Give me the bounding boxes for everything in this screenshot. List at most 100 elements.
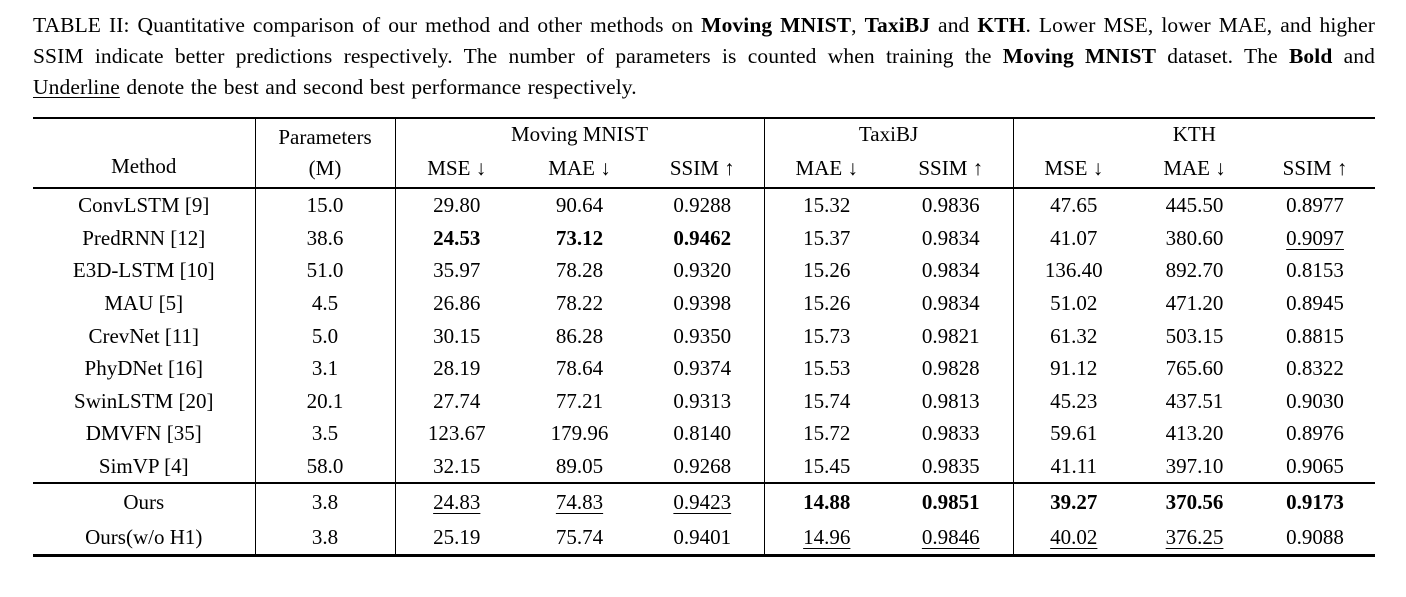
metric-value-cell-text: 380.60 xyxy=(1165,225,1224,250)
metric-value-cell-text: 41.11 xyxy=(1050,453,1098,478)
metric-value-cell-text: 78.28 xyxy=(555,258,604,283)
table-row: PhyDNet [16] 3.1 28.19 78.64 0.9374 15.53 0.98… xyxy=(33,351,1375,385)
caption-segment: , xyxy=(851,13,865,37)
caption-segment: . Lower MSE, lower MAE, and higher SSIM … xyxy=(33,13,1376,68)
metric-value-cell: 78.64 xyxy=(518,352,641,385)
table-row: MAU [5] 4.5 26.86 78.22 0.9398 15.26 0.9834 51.… xyxy=(33,286,1375,320)
method-cell-text: PhyDNet [16] xyxy=(84,356,203,381)
metric-value-cell-text: 14.96 xyxy=(803,524,851,549)
metric-value-cell-text: 0.9374 xyxy=(673,356,732,381)
metric-value-cell-text: 35.97 xyxy=(433,258,481,283)
metric-value-cell-text: 27.74 xyxy=(433,388,481,413)
method-cell-text: SimVP [4] xyxy=(98,453,189,478)
parameters-cell: 3.5 xyxy=(255,417,396,450)
metric-value-cell-text: 0.9836 xyxy=(921,193,980,218)
metric-value-cell: 0.9374 xyxy=(641,351,765,385)
metric-value-cell-text: 0.9821 xyxy=(921,323,980,348)
caption-segment: TaxiBJ xyxy=(864,13,931,37)
table-body-methods: ConvLSTM [9] 15.0 29.80 90.64 0.9288 15.32 0.9… xyxy=(33,188,1375,484)
metric-value-cell: 0.9813 xyxy=(889,384,1014,418)
metric-value-cell: 0.9173 xyxy=(1255,483,1375,519)
metric-value-cell: 0.9065 xyxy=(1255,450,1375,484)
metric-value-cell-text: 59.61 xyxy=(1050,421,1098,446)
metric-value-cell: 0.9398 xyxy=(641,286,765,320)
parameters-label: Parameters xyxy=(278,125,372,149)
metric-value-cell: 0.8815 xyxy=(1255,319,1375,352)
metric-value-cell-text: 14.88 xyxy=(803,489,851,514)
method-cell-text: PredRNN [12] xyxy=(82,225,206,250)
parameters-cell: 38.6 xyxy=(255,221,396,255)
method-cell-text: E3D-LSTM [10] xyxy=(72,258,215,283)
metric-value-cell: 86.28 xyxy=(518,319,641,352)
metric-value-cell: 0.9835 xyxy=(889,449,1014,484)
metric-value-cell-text: 0.9350 xyxy=(673,323,732,348)
metric-value-cell-text: 29.80 xyxy=(433,193,481,218)
method-cell-text: CrevNet [11] xyxy=(88,323,200,348)
header-group-row: Method Parameters (M) Moving MNIST TaxiB… xyxy=(33,118,1375,188)
metric-value-cell-text: 15.53 xyxy=(803,356,851,381)
metric-value-cell: 90.64 xyxy=(518,188,641,222)
metric-value-cell-text: 0.9833 xyxy=(921,421,980,446)
metric-value-cell: 503.15 xyxy=(1134,319,1255,352)
metric-value-cell-text: 24.53 xyxy=(433,225,481,250)
metric-value-cell-text: 61.32 xyxy=(1050,323,1098,348)
metric-value-cell-text: 0.8976 xyxy=(1286,421,1344,446)
parameters-cell-text: 20.1 xyxy=(306,388,344,413)
metric-value-cell-text: 15.45 xyxy=(803,453,851,478)
metric-value-cell: 26.86 xyxy=(395,287,518,320)
metric-value-cell-text: 39.27 xyxy=(1050,489,1098,514)
metric-value-cell: 30.15 xyxy=(395,319,518,352)
method-cell-text: SwinLSTM [20] xyxy=(74,388,214,413)
table-row: E3D-LSTM [10] 51.0 35.97 78.28 0.9320 15.26 0.… xyxy=(33,254,1375,287)
table-row: ConvLSTM [9] 15.0 29.80 90.64 0.9288 15.32 0.9… xyxy=(33,188,1375,222)
metric-value-cell: 78.28 xyxy=(518,254,641,287)
caption-segment: and xyxy=(930,13,978,37)
metric-value-cell-text: 0.9828 xyxy=(921,356,980,381)
metric-value-cell-text: 0.9834 xyxy=(921,258,980,283)
metric-header-mmnist-ssim: SSIM ↑ xyxy=(641,150,765,188)
parameters-column-header: Parameters (M) xyxy=(255,118,396,188)
metric-value-cell: 0.9313 xyxy=(641,384,765,418)
method-cell: DMVFN [35] xyxy=(33,417,256,450)
metric-value-cell: 0.9834 xyxy=(889,286,1014,320)
metric-value-cell-text: 86.28 xyxy=(555,323,604,348)
metric-value-cell: 0.9401 xyxy=(641,519,765,556)
metric-value-cell: 15.72 xyxy=(764,417,889,450)
parameters-cell: 51.0 xyxy=(255,254,396,287)
metric-header-kth-mse: MSE ↓ xyxy=(1044,156,1104,181)
method-cell: ConvLSTM [9] xyxy=(33,188,256,222)
metric-value-cell-text: 471.20 xyxy=(1165,291,1224,315)
metric-value-cell: 380.60 xyxy=(1134,222,1255,255)
table-row: PredRNN [12] 38.6 24.53 73.12 0.9462 15.37 0.9… xyxy=(33,221,1375,255)
group-header-taxibj: TaxiBJ xyxy=(764,118,1014,150)
metric-header-taxibj-ssim: SSIM ↑ xyxy=(889,150,1014,188)
metric-value-cell: 437.51 xyxy=(1134,385,1255,418)
metric-value-cell-text: 15.73 xyxy=(803,323,851,348)
header-metric-row: MSE ↓ MAE ↓ SSIM ↑ MAE ↓ SSIM ↑ MSE ↓ MA… xyxy=(33,150,1375,188)
metric-value-cell: 0.9423 xyxy=(641,483,765,520)
metric-value-cell: 14.96 xyxy=(764,519,889,556)
table-row: DMVFN [35] 3.5 123.67 179.96 0.8140 15.72 0.98… xyxy=(33,417,1375,450)
metric-header-kth-ssim: SSIM ↑ xyxy=(1282,156,1348,181)
parameters-cell: 15.0 xyxy=(255,188,396,222)
metric-value-cell-text: 397.10 xyxy=(1165,453,1224,478)
metric-value-cell: 15.32 xyxy=(764,188,889,222)
metric-header-mmnist-mse: MSE ↓ xyxy=(427,156,487,181)
parameters-cell-text: 58.0 xyxy=(306,453,344,478)
metric-value-cell-text: 91.12 xyxy=(1050,356,1098,381)
metric-value-cell: 0.8976 xyxy=(1255,417,1375,450)
metric-value-cell: 370.56 xyxy=(1134,483,1255,519)
metric-value-cell-text: 503.15 xyxy=(1165,323,1224,348)
metric-value-cell-text: 15.74 xyxy=(803,388,851,413)
metric-value-cell: 35.97 xyxy=(395,254,518,287)
method-cell-text: DMVFN [35] xyxy=(85,421,202,446)
metric-value-cell: 0.9851 xyxy=(889,483,1014,520)
parameters-cell: 20.1 xyxy=(255,384,396,418)
metric-value-cell-text: 0.8977 xyxy=(1286,193,1344,218)
metric-value-cell-text: 0.8140 xyxy=(673,421,732,446)
table-row: Ours(w/o H1) 3.8 25.19 75.74 0.9401 14.96 0.98… xyxy=(33,519,1375,556)
metric-value-cell: 765.60 xyxy=(1134,352,1255,385)
parameters-cell-text: 3.5 xyxy=(311,421,339,446)
metric-value-cell: 61.32 xyxy=(1013,319,1134,352)
